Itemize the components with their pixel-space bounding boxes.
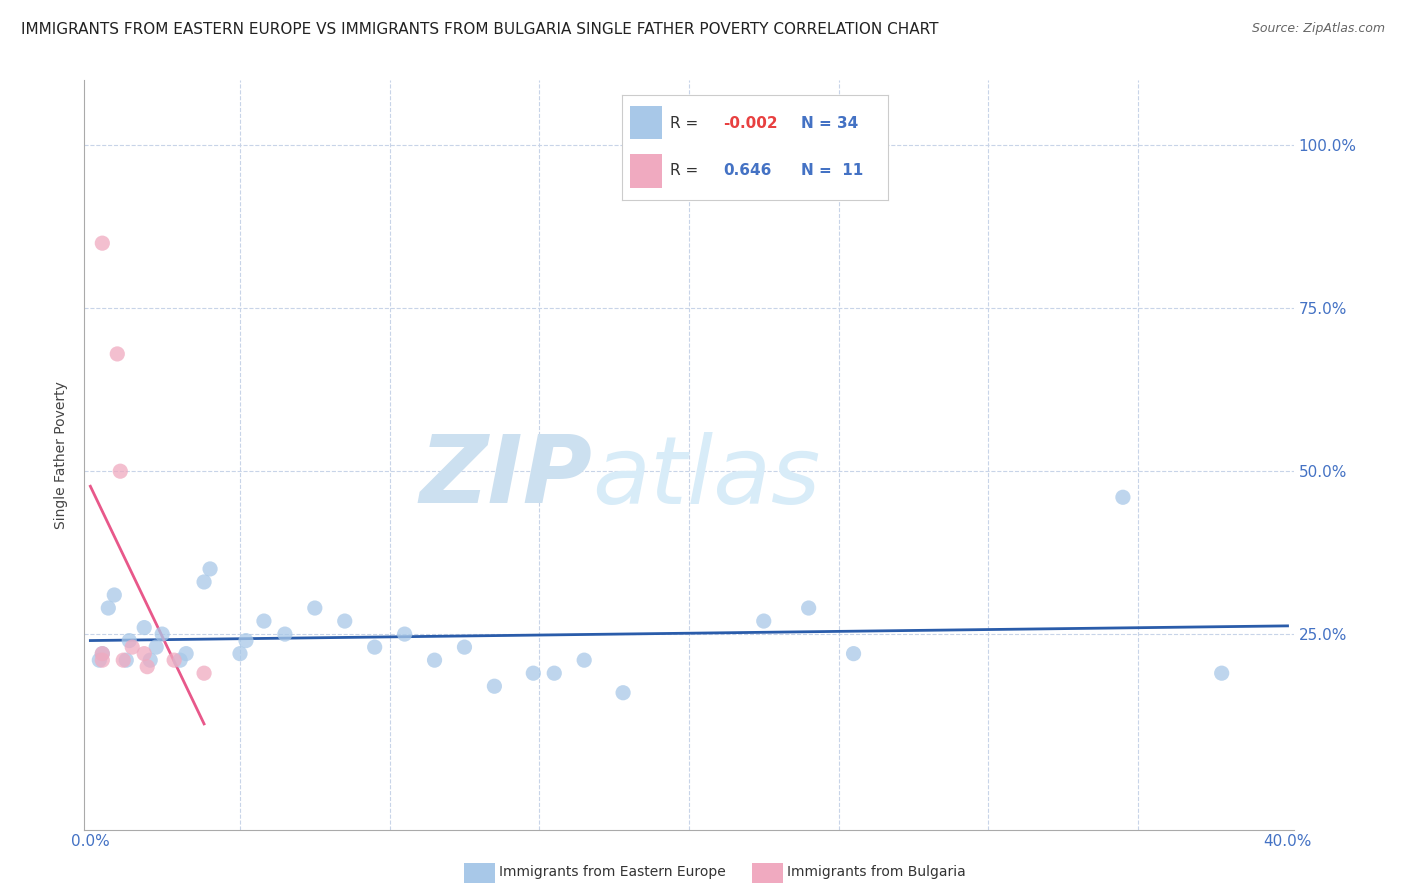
Point (543, 666, 565, 681)
Point (363, 640, 385, 654)
Text: ZIP: ZIP (419, 432, 592, 524)
Point (522, 666, 544, 681)
Point (174, 647, 197, 661)
Point (110, 464, 132, 478)
Point (121, 640, 143, 654)
Point (842, 647, 865, 661)
Text: IMMIGRANTS FROM EASTERN EUROPE VS IMMIGRANTS FROM BULGARIA SINGLE FATHER POVERTY: IMMIGRANTS FROM EASTERN EUROPE VS IMMIGR… (21, 22, 939, 37)
Point (163, 653, 186, 667)
Point (333, 614, 356, 628)
Point (89, 653, 111, 667)
Y-axis label: Single Father Poverty: Single Father Poverty (55, 381, 69, 529)
Point (91, 653, 114, 667)
Point (198, 562, 221, 576)
Point (112, 653, 135, 667)
Point (105, 347, 128, 361)
Point (193, 666, 215, 681)
Point (169, 653, 191, 667)
Point (394, 627, 416, 641)
Point (572, 653, 595, 667)
Point (304, 601, 326, 615)
Point (145, 640, 167, 654)
Point (453, 640, 475, 654)
Point (91, 647, 114, 661)
Point (612, 686, 634, 700)
Point (150, 627, 173, 641)
Point (91, 236, 114, 251)
Point (229, 647, 252, 661)
Point (235, 633, 257, 648)
Point (253, 614, 276, 628)
Point (118, 633, 141, 648)
Point (752, 614, 775, 628)
Point (139, 653, 162, 667)
Point (1211, 666, 1233, 681)
Point (423, 653, 446, 667)
Text: atlas: atlas (592, 432, 821, 523)
Point (1112, 490, 1135, 504)
Point (193, 574, 215, 589)
Point (274, 627, 297, 641)
Point (134, 647, 156, 661)
Point (134, 621, 156, 635)
Point (797, 601, 820, 615)
Point (103, 588, 125, 602)
Text: Immigrants from Bulgaria: Immigrants from Bulgaria (787, 865, 966, 880)
Text: Source: ZipAtlas.com: Source: ZipAtlas.com (1251, 22, 1385, 36)
Point (484, 679, 506, 693)
Text: Immigrants from Eastern Europe: Immigrants from Eastern Europe (499, 865, 725, 880)
Point (115, 653, 138, 667)
Point (91, 647, 114, 661)
Point (97, 601, 120, 615)
Point (136, 659, 159, 673)
